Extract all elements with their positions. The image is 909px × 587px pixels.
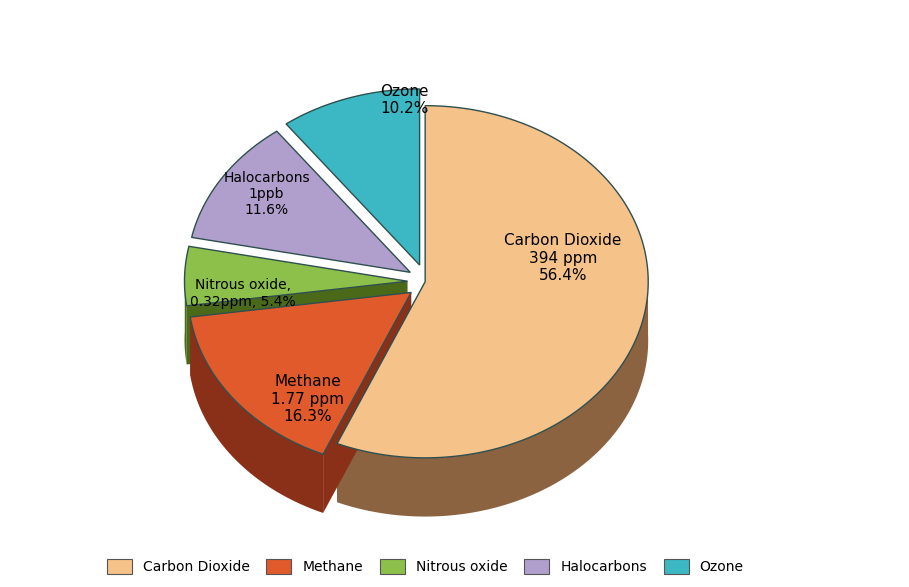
- Text: Methane
1.77 ppm
16.3%: Methane 1.77 ppm 16.3%: [271, 375, 345, 424]
- Polygon shape: [190, 317, 323, 513]
- Polygon shape: [190, 292, 411, 454]
- Text: Nitrous oxide,
0.32ppm, 5.4%: Nitrous oxide, 0.32ppm, 5.4%: [190, 278, 296, 309]
- Polygon shape: [337, 106, 648, 458]
- Text: Carbon Dioxide
394 ppm
56.4%: Carbon Dioxide 394 ppm 56.4%: [504, 234, 622, 283]
- Polygon shape: [185, 272, 186, 365]
- Polygon shape: [337, 275, 648, 517]
- Polygon shape: [286, 89, 420, 265]
- Text: Halocarbons
1ppb
11.6%: Halocarbons 1ppb 11.6%: [224, 170, 310, 217]
- Polygon shape: [190, 292, 411, 376]
- Polygon shape: [186, 281, 407, 365]
- Polygon shape: [185, 247, 407, 306]
- Polygon shape: [337, 282, 425, 502]
- Polygon shape: [323, 292, 411, 513]
- Polygon shape: [192, 131, 410, 272]
- Text: Ozone
10.2%: Ozone 10.2%: [380, 83, 429, 116]
- Legend: Carbon Dioxide, Methane, Nitrous oxide, Halocarbons, Ozone: Carbon Dioxide, Methane, Nitrous oxide, …: [106, 559, 744, 574]
